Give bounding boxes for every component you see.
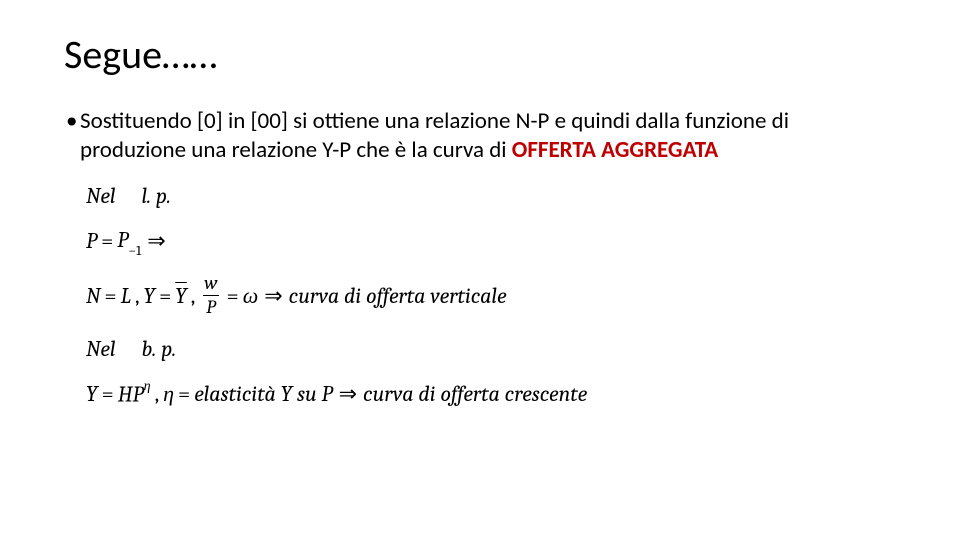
math-hp: HPη	[118, 380, 151, 407]
bullet-emphasis: OFFERTA AGGREGATA	[512, 136, 718, 164]
math-p2: P−1	[117, 227, 141, 256]
math-text-crescente: curva di offerta crescente	[363, 381, 587, 407]
math-lp: l. p.	[141, 183, 170, 209]
math-y1: Y	[144, 283, 156, 309]
math-nel-2: Nel	[86, 336, 115, 362]
math-fraction-wp: w P	[201, 274, 220, 317]
bullet-item: •Sostituendo [0] in [00] si ottiene una …	[60, 107, 900, 165]
math-eta: η	[163, 381, 174, 407]
math-eq-4: =	[226, 283, 238, 309]
math-frac-den: P	[203, 295, 219, 317]
math-bp: b. p.	[141, 336, 176, 362]
math-block: Nel l. p. P = P−1 ⇒ N = L, Y = Y, w P = …	[60, 183, 900, 408]
math-comma-2: ,	[191, 283, 196, 309]
arrow-icon: ⇒	[262, 283, 284, 309]
slide-container: Segue…… •Sostituendo [0] in [00] si otti…	[0, 0, 960, 445]
math-eq-1: =	[101, 228, 113, 254]
math-y2: Y	[86, 381, 98, 407]
math-text-vertical: curva di offerta verticale	[289, 283, 507, 309]
math-l: L	[121, 283, 131, 309]
math-line-2: P = P−1 ⇒	[86, 227, 900, 256]
math-omega: ω	[243, 283, 259, 309]
math-eq-5: =	[102, 381, 114, 407]
arrow-icon: ⇒	[145, 228, 167, 254]
math-ybar: Y	[175, 283, 187, 309]
math-p1: P	[86, 228, 97, 254]
math-nel-1: Nel	[86, 183, 115, 209]
bullet-marker: •	[66, 107, 80, 136]
math-eq-6: =	[178, 381, 190, 407]
math-line-4: Nel b. p.	[86, 336, 900, 362]
math-sub-minus1: −1	[128, 242, 141, 259]
math-eq-2: =	[104, 283, 116, 309]
math-comma-1: ,	[135, 283, 140, 309]
math-sup-eta: η	[144, 377, 151, 394]
math-frac-num: w	[201, 274, 220, 295]
arrow-icon: ⇒	[337, 381, 359, 407]
math-comma-3: ,	[155, 381, 160, 407]
math-line-1: Nel l. p.	[86, 183, 900, 209]
math-line-3: N = L, Y = Y, w P = ω ⇒ curva di offerta…	[86, 274, 900, 318]
slide-title: Segue……	[64, 30, 900, 79]
math-n: N	[86, 283, 100, 309]
math-eq-3: =	[159, 283, 171, 309]
math-line-5: Y = HPη, η = elasticità Y su P ⇒ curva d…	[86, 380, 900, 407]
math-text-elasticita: elasticità Y su P	[194, 381, 332, 407]
